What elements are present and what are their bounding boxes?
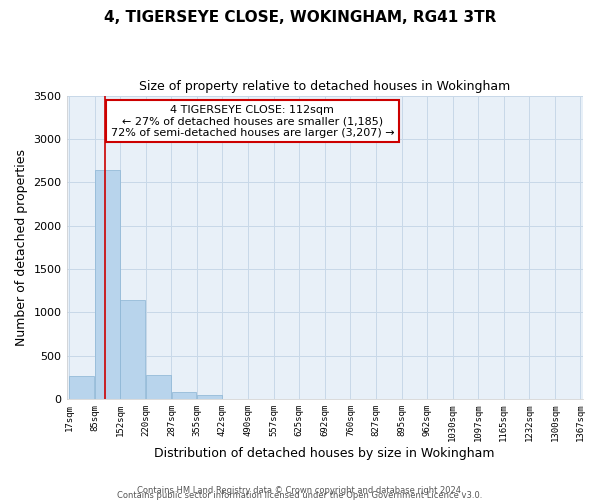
Bar: [146, 375, 171, 399]
Text: 4 TIGERSEYE CLOSE: 112sqm
← 27% of detached houses are smaller (1,185)
72% of se: 4 TIGERSEYE CLOSE: 112sqm ← 27% of detac…: [110, 104, 394, 138]
Bar: [121, 300, 145, 399]
Bar: [197, 396, 222, 399]
Bar: [95, 170, 120, 399]
Title: Size of property relative to detached houses in Wokingham: Size of property relative to detached ho…: [139, 80, 510, 93]
Text: 4, TIGERSEYE CLOSE, WOKINGHAM, RG41 3TR: 4, TIGERSEYE CLOSE, WOKINGHAM, RG41 3TR: [104, 10, 496, 25]
Y-axis label: Number of detached properties: Number of detached properties: [15, 149, 28, 346]
Text: Contains public sector information licensed under the Open Government Licence v3: Contains public sector information licen…: [118, 491, 482, 500]
Text: Contains HM Land Registry data © Crown copyright and database right 2024.: Contains HM Land Registry data © Crown c…: [137, 486, 463, 495]
X-axis label: Distribution of detached houses by size in Wokingham: Distribution of detached houses by size …: [154, 447, 495, 460]
Bar: [172, 392, 196, 399]
Bar: [69, 376, 94, 399]
